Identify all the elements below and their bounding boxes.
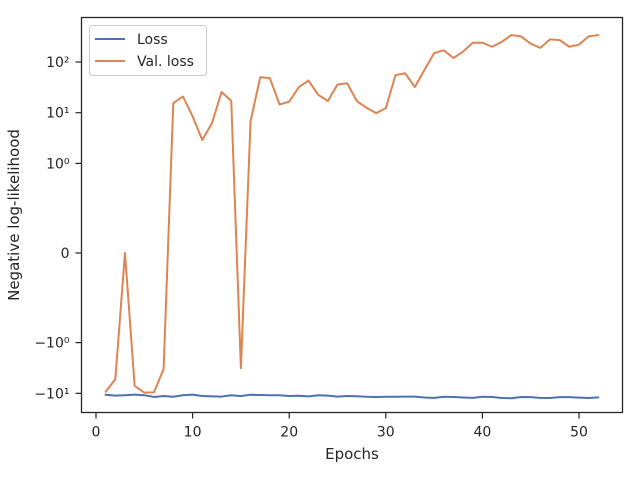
x-tick-label: 40: [474, 425, 492, 441]
x-axis-label: Epochs: [325, 445, 379, 463]
series-layer: [104, 34, 600, 400]
y-axis-ticks: −10¹ −10⁰ 0 10⁰ 10¹ 10²: [34, 55, 82, 402]
legend: Loss Val. loss: [89, 25, 207, 76]
x-tick-label: 0: [92, 425, 101, 441]
x-tick-label: 10: [184, 425, 202, 441]
series-line-val-loss: [104, 34, 600, 394]
legend-label: Loss: [137, 32, 168, 48]
series-line-loss: [104, 393, 600, 400]
y-tick-label: −10⁰: [34, 336, 70, 352]
x-tick-label: 20: [280, 425, 298, 441]
legend-label: Val. loss: [137, 54, 194, 70]
y-tick-label: 10⁰: [46, 156, 70, 172]
plot-frame: [80, 16, 624, 414]
x-tick-label: 30: [377, 425, 395, 441]
y-axis-label: Negative log-likelihood: [5, 129, 23, 301]
x-axis-ticks: 0 10 20 30 40 50: [92, 412, 588, 441]
y-tick-label: 10¹: [46, 106, 69, 122]
x-tick-label: 50: [570, 425, 588, 441]
y-tick-label: 0: [61, 246, 70, 262]
y-tick-label: −10¹: [34, 386, 69, 402]
y-tick-label: 10²: [46, 55, 69, 71]
